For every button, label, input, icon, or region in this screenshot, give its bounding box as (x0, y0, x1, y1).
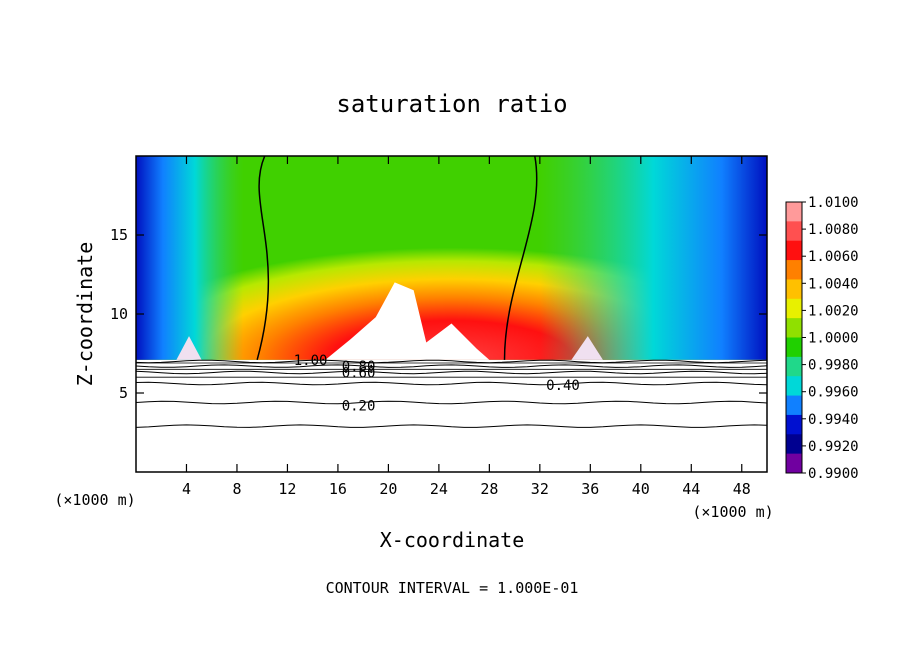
contour-line (136, 424, 767, 428)
x-tick-label: 4 (182, 480, 191, 498)
x-tick-label: 16 (329, 480, 347, 498)
contour-label: 0.60 (342, 365, 376, 381)
contour-label: 0.20 (342, 399, 376, 415)
chart-title: saturation ratio (336, 90, 567, 118)
colorbar-swatch (786, 453, 802, 474)
colorbar-swatch (786, 221, 802, 242)
y-tick-label: 5 (119, 384, 128, 402)
colorbar-swatch (786, 260, 802, 280)
colorbar-label: 0.9940 (808, 412, 859, 428)
field-cool-right (539, 156, 767, 360)
contour-line (136, 381, 767, 386)
colorbar-swatch (786, 395, 802, 416)
x-axis: 4 8 12 16 20 24 28 32 36 40 44 48 (182, 156, 751, 498)
colorbar-swatch (786, 298, 802, 319)
x-tick-label: 40 (632, 480, 650, 498)
contour-label: 1.00 (294, 353, 328, 369)
colorbar: 1.0100 1.0080 1.0060 1.0040 1.0020 1.0000 0.99… (785, 195, 859, 482)
colorbar-swatch (786, 434, 802, 455)
contour-interval-note: CONTOUR INTERVAL = 1.000E-01 (326, 579, 579, 597)
contour-label: 0.80 (342, 359, 376, 375)
boundary-left (256, 156, 270, 361)
y-axis: 5 10 15 (110, 226, 767, 402)
field-cool-left (136, 156, 244, 360)
contour-lines (136, 359, 767, 428)
colorbar-swatch (786, 337, 802, 358)
colorbar-label: 0.9980 (808, 358, 859, 374)
colorbar-swatch (786, 318, 802, 338)
colorbar-label: 1.0040 (808, 276, 859, 292)
x-tick-label: 44 (682, 480, 700, 498)
field-hump-left (176, 336, 202, 360)
x-axis-label: X-coordinate (380, 528, 525, 552)
x-tick-label: 12 (278, 480, 296, 498)
saturation-color-field (136, 156, 767, 361)
colorbar-label: 0.9960 (808, 385, 859, 401)
contour-line (136, 370, 767, 375)
colorbar-label: 1.0020 (808, 303, 859, 319)
colorbar-swatch (786, 202, 802, 222)
x-tick-label: 24 (430, 480, 448, 498)
colorbar-label: 1.0080 (808, 222, 859, 238)
x-tick-label: 48 (733, 480, 751, 498)
x-tick-label: 28 (480, 480, 498, 498)
x-unit-note-left: (×1000 m) (54, 491, 135, 509)
field-hump-right (571, 336, 603, 360)
contour-line (136, 364, 767, 368)
field-white-plume (325, 282, 490, 360)
x-tick-label: 32 (531, 480, 549, 498)
colorbar-label: 1.0000 (808, 331, 859, 347)
x-tick-label: 36 (581, 480, 599, 498)
x-tick-label: 20 (379, 480, 397, 498)
colorbar-swatch (786, 279, 802, 300)
x-unit-note-right: (×1000 m) (692, 503, 773, 521)
colorbar-label: 0.9900 (808, 466, 859, 482)
colorbar-swatch (786, 376, 802, 397)
colorbar-swatch (786, 356, 802, 377)
colorbar-label: 1.0100 (808, 195, 859, 211)
contour-label: 0.40 (546, 378, 580, 394)
boundary-right (503, 156, 538, 360)
colorbar-swatch (786, 240, 802, 261)
contour-line (136, 400, 767, 405)
colorbar-swatch (786, 414, 802, 435)
y-tick-label: 15 (110, 226, 128, 244)
x-tick-label: 8 (232, 480, 241, 498)
y-axis-label: Z-coordinate (73, 242, 97, 387)
contour-line (136, 359, 767, 364)
y-tick-label: 10 (110, 305, 128, 323)
colorbar-label: 1.0060 (808, 249, 859, 265)
colorbar-label: 0.9920 (808, 439, 859, 455)
